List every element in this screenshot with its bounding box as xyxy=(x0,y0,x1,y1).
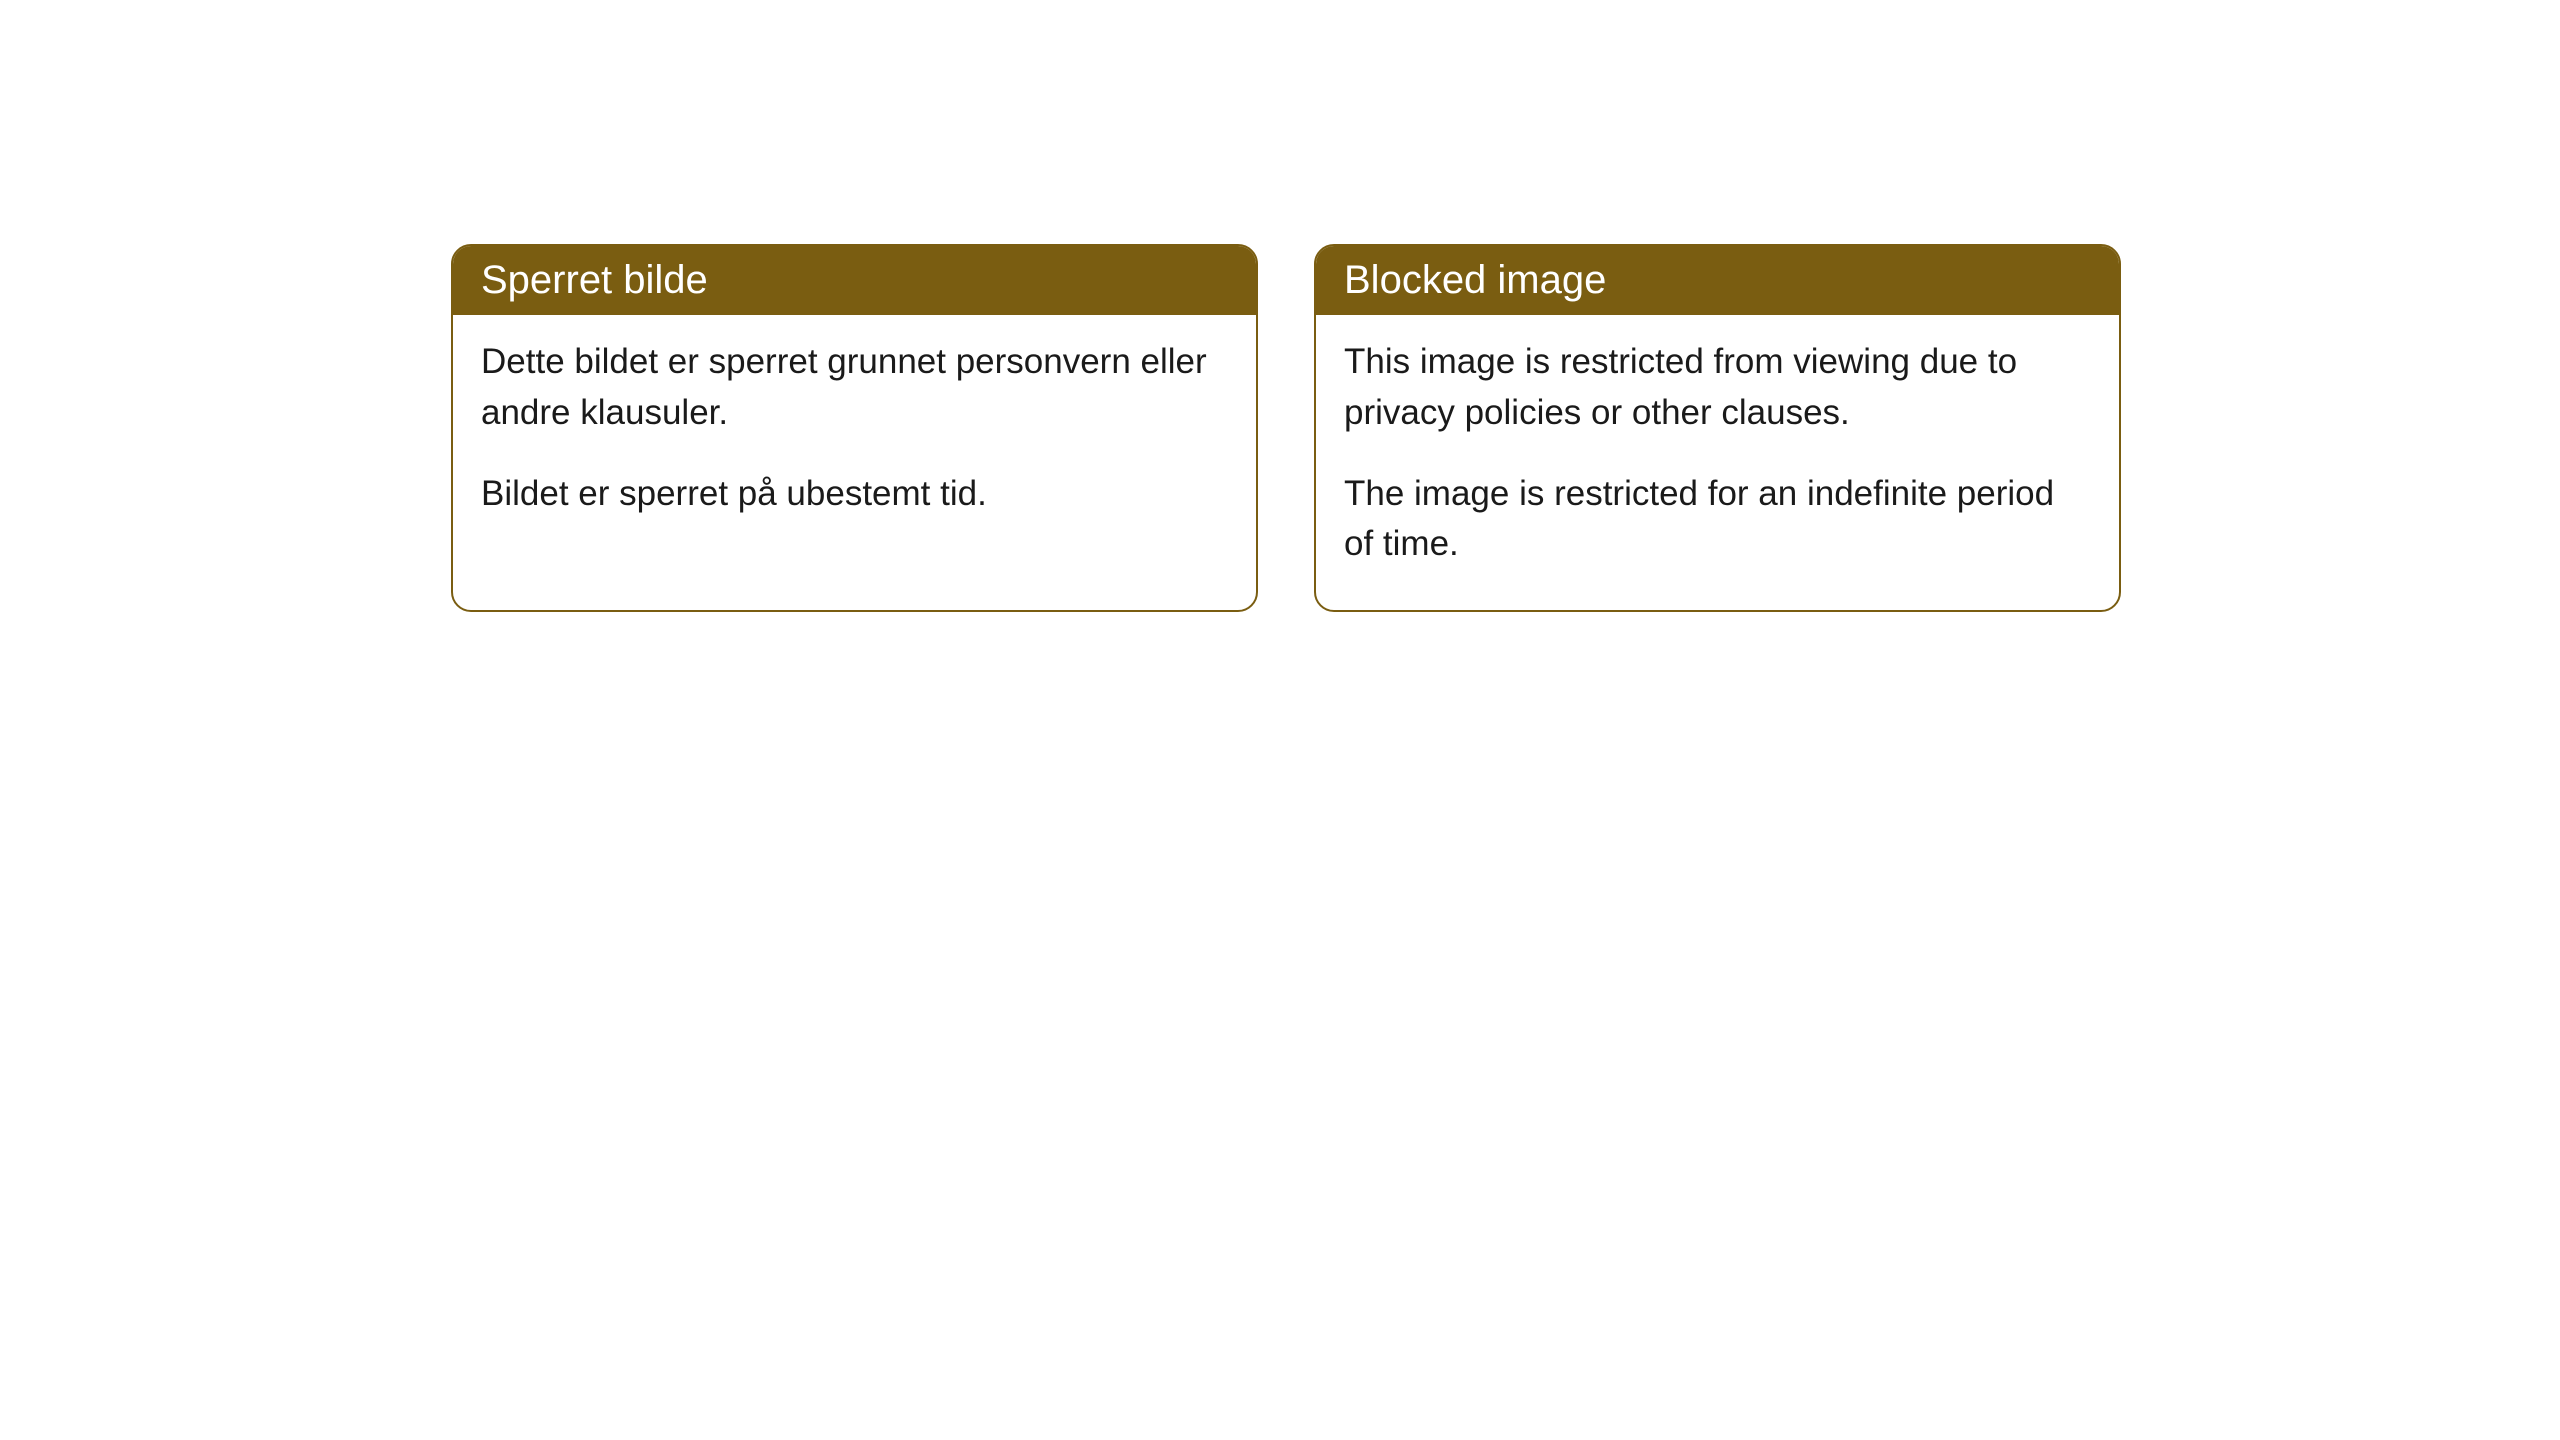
card-header-no: Sperret bilde xyxy=(453,246,1256,315)
blocked-image-card-no: Sperret bilde Dette bildet er sperret gr… xyxy=(451,244,1258,612)
card-text-en-2: The image is restricted for an indefinit… xyxy=(1344,469,2091,571)
card-text-en-1: This image is restricted from viewing du… xyxy=(1344,337,2091,439)
card-text-no-1: Dette bildet er sperret grunnet personve… xyxy=(481,337,1228,439)
card-title-en: Blocked image xyxy=(1344,258,1606,302)
card-header-en: Blocked image xyxy=(1316,246,2119,315)
blocked-image-card-en: Blocked image This image is restricted f… xyxy=(1314,244,2121,612)
card-title-no: Sperret bilde xyxy=(481,258,708,302)
card-body-en: This image is restricted from viewing du… xyxy=(1316,315,2119,610)
card-body-no: Dette bildet er sperret grunnet personve… xyxy=(453,315,1256,559)
card-text-no-2: Bildet er sperret på ubestemt tid. xyxy=(481,469,1228,520)
notice-cards-container: Sperret bilde Dette bildet er sperret gr… xyxy=(451,244,2121,612)
